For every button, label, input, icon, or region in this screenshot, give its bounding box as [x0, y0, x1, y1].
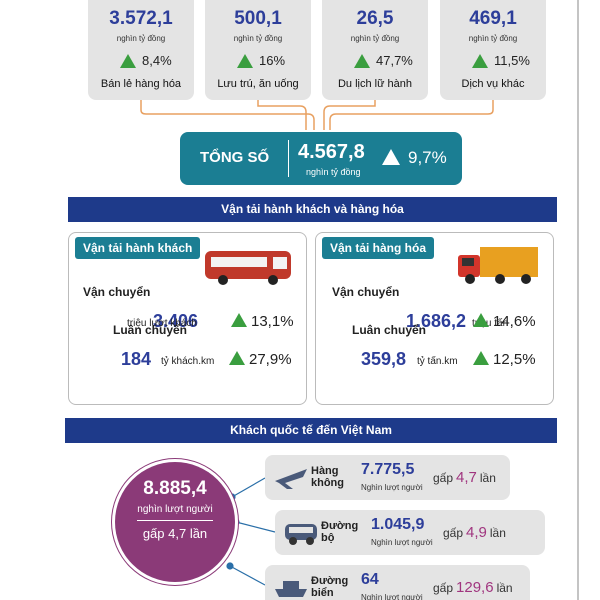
- mode-label: Đường biển: [311, 575, 349, 599]
- card-change: 16%: [259, 53, 286, 68]
- mode-value: 1.045,9: [371, 516, 425, 533]
- row-unit: tỷ khách.km: [161, 356, 215, 367]
- panel-title: Vận tải hàng hóa: [322, 237, 435, 259]
- up-arrow: [229, 351, 245, 365]
- row-label: Vận chuyển: [83, 285, 151, 299]
- divider: [137, 520, 213, 521]
- row-label: Luân chuyển: [113, 323, 188, 337]
- row-value: 184: [121, 349, 152, 369]
- row-unit: tỷ tấn.km: [417, 356, 458, 367]
- mode-value: 64: [361, 571, 379, 588]
- visitor-total: 8.885,4 nghìn lượt người gấp 4,7 lần: [115, 462, 235, 582]
- ratio-suffix: lần: [496, 581, 513, 595]
- mode-row: Đường biển 64 Nghìn lượt người gấp 129,6 lần: [265, 565, 530, 600]
- mode-ratio: gấp 4,9 lần: [443, 524, 506, 541]
- mode-label: Hàng không: [311, 465, 344, 489]
- service-card: 3.572,1 nghìn tỷ đồng 8,4% Bán lẻ hàng hóa: [88, 0, 194, 100]
- ratio-suffix: lần: [479, 471, 496, 485]
- card-change: 11,5%: [494, 53, 530, 68]
- total-unit: nghìn tỷ đồng: [306, 167, 361, 177]
- row-label: Vận chuyển: [332, 285, 400, 299]
- total-value: 8.885,4: [143, 478, 207, 499]
- row-change: 14,6%: [493, 313, 536, 330]
- card-label: Lưu trú, ăn uống: [217, 78, 299, 90]
- total-label: TỔNG SỐ: [200, 149, 270, 166]
- mode-unit: Nghìn lượt người: [361, 483, 423, 492]
- mode-ratio: gấp 4,7 lần: [433, 469, 496, 486]
- card-label: Dịch vụ khác: [461, 78, 525, 90]
- mode-row: Đường bộ 1.045,9 Nghìn lượt người gấp 4,9 lần: [275, 510, 545, 555]
- service-card: 500,1 nghìn tỷ đồng 16% Lưu trú, ăn uống: [205, 0, 311, 100]
- row-change: 12,5%: [493, 351, 536, 368]
- row-value: 1.686,2: [406, 311, 467, 331]
- total-value: 4.567,8: [298, 141, 365, 163]
- ratio-prefix: gấp: [433, 581, 454, 595]
- service-card: 469,1 nghìn tỷ đồng 11,5% Dịch vụ khác: [440, 0, 546, 100]
- ratio-prefix: gấp: [443, 526, 464, 540]
- card-label: Du lịch lữ hành: [337, 78, 412, 90]
- ratio-value: 4,9: [466, 524, 487, 541]
- card-change: 47,7%: [376, 53, 413, 68]
- row-change: 27,9%: [249, 351, 292, 368]
- total-box: TỔNG SỐ 4.567,8 nghìn tỷ đồng 9,7%: [180, 132, 462, 185]
- card-unit: nghìn tỷ đồng: [350, 34, 400, 43]
- card-value: 469,1: [469, 8, 517, 29]
- card-value: 500,1: [234, 8, 282, 29]
- up-arrow: [237, 54, 253, 68]
- ratio-value: 4,7: [456, 469, 477, 486]
- ratio-prefix: gấp: [433, 471, 454, 485]
- up-arrow: [472, 54, 488, 68]
- up-arrow: [473, 351, 489, 365]
- row-value: 3.406: [153, 311, 199, 331]
- mode-value: 7.775,5: [361, 461, 415, 478]
- mode-row: Hàng không 7.775,5 Nghìn lượt người gấp 4,7 l…: [265, 455, 510, 500]
- total-change: 9,7%: [408, 148, 447, 167]
- total-unit: nghìn lượt người: [137, 504, 213, 515]
- up-arrow: [382, 149, 400, 165]
- ratio-suffix: lần: [489, 526, 506, 540]
- divider: [288, 140, 289, 177]
- vehicle-icon: [456, 245, 540, 285]
- section-header: Khách quốc tế đến Việt Nam: [65, 418, 557, 443]
- section-header: Vận tải hành khách và hàng hóa: [68, 197, 557, 222]
- mode-icon: [283, 520, 319, 551]
- row-change: 13,1%: [251, 313, 294, 330]
- service-card: 26,5 nghìn tỷ đồng 47,7% Du lịch lữ hành: [322, 0, 428, 100]
- total-ratio: gấp 4,7 lần: [142, 526, 208, 541]
- card-value: 3.572,1: [109, 8, 173, 29]
- up-arrow: [473, 313, 489, 327]
- ratio-value: 129,6: [456, 579, 494, 596]
- mode-unit: Nghìn lượt người: [361, 593, 423, 600]
- row-label: Luân chuyển: [352, 323, 427, 337]
- up-arrow: [231, 313, 247, 327]
- connectors: [140, 100, 494, 130]
- transport-panel: Vận tải hàng hóa Vận chuyển 1.686,2 triệu t…: [315, 232, 554, 405]
- card-label: Bán lẻ hàng hóa: [100, 78, 182, 90]
- up-arrow: [120, 54, 136, 68]
- card-unit: nghìn tỷ đồng: [468, 34, 518, 43]
- transport-panel: Vận tải hành khách Vận chuyển 3.406 triệu l…: [68, 232, 307, 405]
- card-unit: nghìn tỷ đồng: [233, 34, 283, 43]
- vehicle-icon: [203, 247, 293, 287]
- mode-icon: [273, 465, 309, 496]
- up-arrow: [354, 54, 370, 68]
- card-unit: nghìn tỷ đồng: [116, 34, 166, 43]
- mode-unit: Nghìn lượt người: [371, 538, 433, 547]
- mode-icon: [273, 575, 309, 600]
- mode-label: Đường bộ: [321, 520, 359, 544]
- row-unit: triệu tấn: [472, 318, 509, 329]
- row-unit: triệu lượt khách: [127, 318, 197, 329]
- row-value: 359,8: [361, 349, 407, 369]
- panel-title: Vận tải hành khách: [75, 237, 201, 259]
- card-change: 8,4%: [142, 53, 172, 68]
- card-value: 26,5: [356, 8, 394, 29]
- mode-ratio: gấp 129,6 lần: [433, 579, 513, 596]
